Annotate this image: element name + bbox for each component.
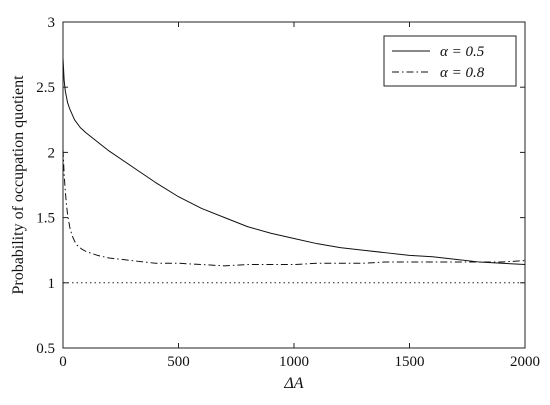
y-tick-label: 2.5 bbox=[36, 80, 55, 96]
x-axis-label: ΔA bbox=[283, 375, 303, 392]
x-tick-label: 0 bbox=[59, 354, 67, 370]
y-tick-label: 0.5 bbox=[36, 341, 55, 357]
y-tick-label: 2 bbox=[48, 145, 56, 161]
legend: α = 0.5 α = 0.8 bbox=[383, 35, 517, 87]
x-tick-label: 1500 bbox=[395, 354, 425, 370]
y-axis-label: Probability of occupation quotient bbox=[10, 75, 27, 295]
x-tick-label: 1000 bbox=[279, 354, 309, 370]
y-tick-label: 3 bbox=[48, 15, 56, 31]
y-tick-label: 1 bbox=[48, 276, 56, 292]
series-line-alpha-0-5 bbox=[62, 58, 526, 266]
x-tick-label: 500 bbox=[167, 354, 190, 370]
series-lines bbox=[62, 58, 526, 267]
axis-tick-labels: 0 500 1000 1500 2000 0.5 1 1.5 2 2.5 3 bbox=[36, 15, 540, 370]
y-tick-label: 1.5 bbox=[36, 211, 55, 227]
series-line-alpha-0-8 bbox=[62, 149, 526, 267]
x-tick-label: 2000 bbox=[510, 354, 540, 370]
legend-label-alpha-0-5: α = 0.5 bbox=[440, 44, 485, 60]
legend-box bbox=[383, 35, 517, 87]
legend-label-alpha-0-8: α = 0.8 bbox=[440, 65, 485, 81]
